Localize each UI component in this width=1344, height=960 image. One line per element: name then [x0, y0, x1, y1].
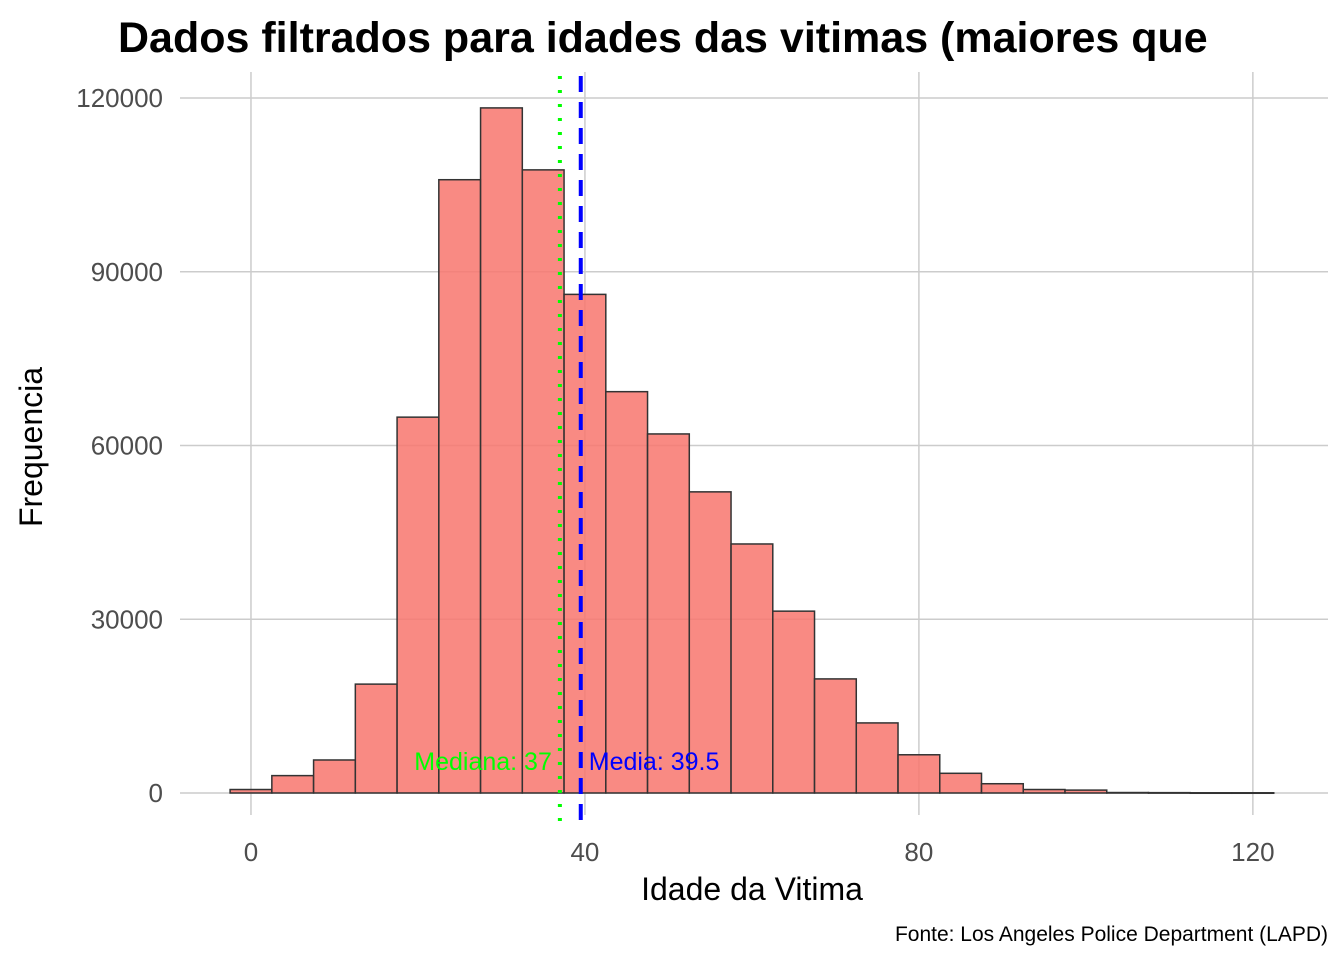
histogram-bar [813, 678, 858, 794]
y-tick-label: 90000 [91, 257, 163, 287]
histogram-bar [1064, 789, 1108, 794]
histogram-bar [563, 293, 607, 794]
x-tick-label: 120 [1231, 837, 1274, 867]
y-axis-label: Frequencia [13, 367, 49, 527]
source-caption: Fonte: Los Angeles Police Department (LA… [895, 923, 1328, 946]
chart-title: Dados filtrados para idades das vitimas … [118, 14, 1208, 62]
reference-lines: Mediana: 37 Media: 39.5 [414, 76, 719, 821]
mean-label: Media: 39.5 [589, 748, 720, 776]
y-tick-label: 60000 [91, 431, 163, 461]
histogram-bar [438, 178, 482, 794]
histogram-bar [772, 610, 816, 794]
histogram-bar [939, 772, 983, 794]
histogram-bar [646, 433, 691, 794]
histogram-bar [312, 759, 357, 794]
histogram-bar [1022, 788, 1066, 794]
histogram-bar [1231, 792, 1275, 795]
y-tick-label: 120000 [76, 83, 163, 113]
histogram-bar [479, 107, 524, 794]
x-tick-label: 80 [904, 837, 933, 867]
axis-ticks: 0 30000 60000 90000 120000 0 40 80 120 [76, 83, 1274, 867]
histogram-bar [271, 774, 315, 794]
median-label: Mediana: 37 [414, 748, 552, 776]
histogram-bar [1147, 791, 1191, 794]
grid-lines [180, 72, 1328, 815]
x-tick-label: 0 [244, 837, 258, 867]
histogram-bar [897, 754, 941, 794]
y-tick-label: 30000 [91, 604, 163, 634]
histogram-bars [229, 107, 1275, 795]
histogram-bar [980, 782, 1025, 794]
histogram-bar [1189, 792, 1233, 795]
histogram-bar [1105, 791, 1150, 794]
histogram-bar [229, 788, 273, 794]
histogram-bar [605, 390, 649, 794]
histogram-bar [354, 683, 398, 794]
x-tick-label: 40 [570, 837, 599, 867]
histogram-bar [855, 722, 899, 794]
histogram-bar [521, 169, 565, 794]
histogram-bar [730, 543, 774, 794]
histogram-bar [396, 416, 440, 794]
y-tick-label: 0 [149, 778, 163, 808]
x-axis-label: Idade da Vitima [641, 871, 863, 907]
